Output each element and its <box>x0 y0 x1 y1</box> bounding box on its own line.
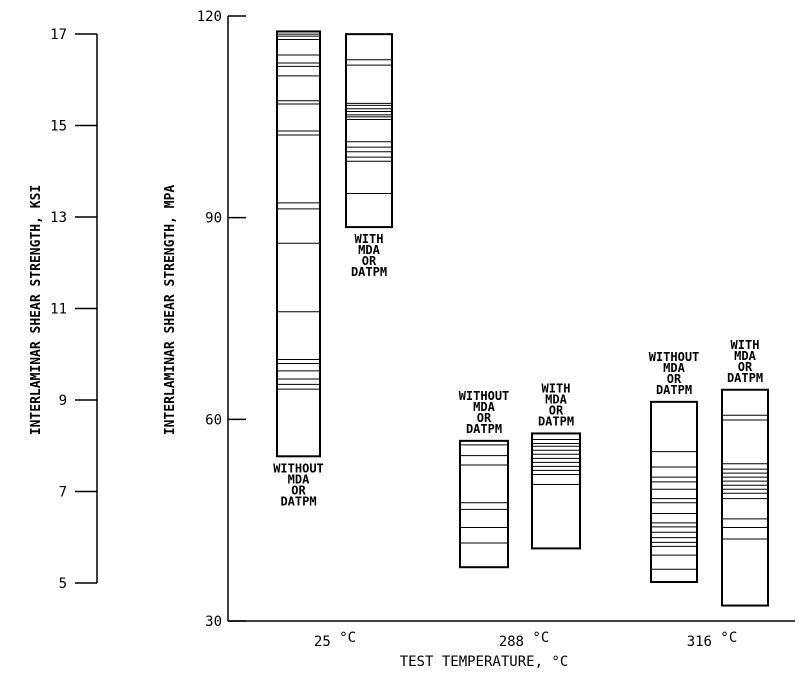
bar-label: DATPM <box>280 494 316 508</box>
ksi-tick-label: 15 <box>50 119 67 135</box>
category-label: 288 °C <box>499 630 550 650</box>
bar-label: OR <box>667 372 682 386</box>
bar-label: MDA <box>473 400 495 414</box>
bar-label: DATPM <box>351 265 387 279</box>
bar-outline <box>459 439 509 569</box>
bar-label: WITHOUT <box>273 461 324 475</box>
bar-label: MDA <box>734 349 756 363</box>
mpa-axis-title: INTERLAMINAR SHEAR STRENGTH, MPA <box>163 185 178 436</box>
ksi-tick-label: 9 <box>59 393 67 409</box>
bar-label: DATPM <box>727 371 763 385</box>
bar-outline <box>345 33 393 229</box>
mpa-tick-label: 90 <box>205 211 222 227</box>
ksi-tick-label: 13 <box>50 210 67 226</box>
category-labels: 25 °C 288 °C 316 °C <box>314 630 737 650</box>
bar-label: DATPM <box>538 414 574 428</box>
bar-label: DATPM <box>656 383 692 397</box>
category-label: 25 °C <box>314 630 356 650</box>
bar-label: MDA <box>288 472 310 486</box>
bar-label: WITHOUT <box>649 350 700 364</box>
ksi-tick-label: 5 <box>59 576 67 592</box>
bar-label: OR <box>477 411 492 425</box>
bar-label: OR <box>549 403 564 417</box>
bar-label: OR <box>291 483 306 497</box>
bar-label: MDA <box>663 361 685 375</box>
mpa-tick-label: 60 <box>205 412 222 428</box>
bar-label: OR <box>362 254 377 268</box>
bar-label: WITH <box>355 232 384 246</box>
ksi-tick-label: 17 <box>50 27 67 43</box>
bars: WITHOUTMDAORDATPMWITHMDAORDATPMWITHOUTMD… <box>273 30 769 607</box>
x-axis-title: TEST TEMPERATURE, °C <box>400 654 569 670</box>
bar-label: MDA <box>358 243 380 257</box>
category-label: 316 °C <box>687 630 738 650</box>
ksi-tick-label: 11 <box>50 302 67 318</box>
bar-label: WITHOUT <box>459 389 510 403</box>
bar-outline <box>531 432 581 550</box>
mpa-tick-label: 30 <box>205 614 222 630</box>
ksi-tick-label: 7 <box>59 485 67 501</box>
bar-outline <box>721 388 769 607</box>
bar-label: OR <box>738 360 753 374</box>
ksi-axis-title: INTERLAMINAR SHEAR STRENGTH, KSI <box>29 185 44 435</box>
bar-label: WITH <box>542 381 571 395</box>
mpa-axis: 30 60 90 120 <box>197 9 246 630</box>
bar-label: DATPM <box>466 422 502 436</box>
mpa-tick-label: 120 <box>197 9 222 25</box>
bar-outline <box>276 30 321 458</box>
bar-label: MDA <box>545 392 567 406</box>
ksi-axis: 5 7 9 11 13 15 17 <box>50 27 98 592</box>
bar-label: WITH <box>731 338 760 352</box>
